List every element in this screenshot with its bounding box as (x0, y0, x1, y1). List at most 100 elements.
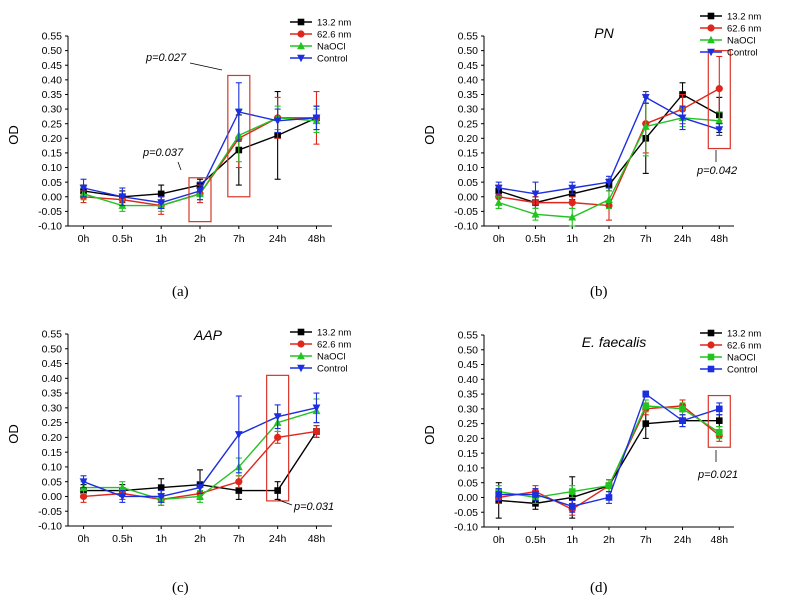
legend-marker (297, 328, 305, 336)
series-13-2-nm (495, 82, 723, 210)
y-tick-label: -0.05 (38, 206, 62, 218)
data-point (274, 433, 282, 441)
legend-marker (707, 353, 715, 361)
x-tick-label: 0h (78, 533, 90, 545)
y-tick-label: 0.30 (458, 104, 479, 116)
annotation-arrow (177, 161, 182, 171)
y-tick-label: 0.00 (458, 492, 479, 504)
y-tick-label: 0.45 (42, 60, 63, 72)
legend-label: Control (727, 48, 758, 59)
p-value-annotation: p=0.027 (145, 52, 187, 64)
highlight-box (707, 50, 731, 150)
data-point (196, 484, 204, 492)
y-tick-label: 0.50 (42, 45, 63, 57)
y-tick-label: 0.30 (42, 402, 63, 414)
y-tick-label: 0.10 (42, 462, 63, 474)
highlight-box (227, 74, 251, 198)
x-tick-label: 2h (194, 233, 206, 245)
data-point (679, 405, 686, 413)
legend-marker (707, 35, 715, 44)
chart-title: E. faecalis (582, 334, 647, 350)
data-point (715, 126, 724, 134)
legend-label: Control (317, 54, 348, 65)
data-point (494, 198, 503, 206)
data-point (118, 193, 127, 202)
x-tick-label: 7h (233, 233, 245, 245)
x-tick-label: 48h (308, 533, 326, 545)
x-tick-label: 1h (566, 233, 578, 245)
data-point (273, 413, 282, 422)
y-axis-label: OD (6, 424, 21, 444)
data-point (312, 404, 321, 413)
y-tick-label: 0.45 (458, 359, 479, 371)
y-tick-label: 0.50 (458, 344, 479, 356)
y-tick-label: -0.10 (38, 521, 62, 533)
p-value-annotation: p=0.037 (142, 147, 184, 159)
series-control (495, 390, 723, 513)
y-tick-label: -0.05 (454, 206, 478, 218)
x-tick-label: 24h (674, 233, 692, 245)
p-value-annotation: p=0.021 (697, 469, 738, 481)
legend-label: 62.6 nm (727, 24, 761, 35)
data-point (605, 178, 613, 187)
chart-panel-2: 0.55 0.50 0.45 0.40 0.35 0.30 0.25 0.20 0.15 0.10… (422, 12, 761, 246)
y-tick-label: 0.30 (42, 104, 63, 116)
data-point (196, 492, 204, 500)
panel-label-b: (b) (590, 284, 608, 300)
y-axis-label: OD (6, 125, 21, 145)
y-tick-label: -0.10 (454, 221, 478, 233)
y-tick-label: 0.45 (458, 60, 479, 72)
x-tick-label: 0h (78, 233, 90, 245)
data-point (642, 390, 650, 398)
x-tick-label: 7h (640, 233, 652, 245)
legend-marker (297, 54, 305, 63)
series-naocl (494, 96, 724, 227)
legend-marker (707, 48, 715, 57)
legend-label: 62.6 nm (317, 340, 351, 351)
data-point (312, 114, 321, 123)
data-point (715, 417, 723, 424)
data-point (642, 402, 650, 410)
x-tick-label: 7h (640, 534, 652, 546)
series-control (79, 392, 321, 503)
legend-marker (707, 365, 715, 373)
series-naocl (495, 399, 723, 504)
data-point (679, 417, 686, 424)
y-tick-label: 0.05 (42, 177, 63, 189)
x-tick-label: 0.5h (112, 233, 133, 245)
legend-marker (707, 329, 715, 337)
legend-marker (297, 18, 305, 26)
y-tick-label: 0.15 (42, 447, 63, 459)
data-point (235, 478, 243, 486)
y-tick-label: 0.55 (458, 31, 479, 43)
y-tick-label: 0.55 (458, 330, 479, 342)
data-point (274, 487, 281, 494)
data-point (678, 114, 687, 123)
series-control (79, 82, 321, 210)
legend-label: 13.2 nm (727, 329, 761, 340)
x-tick-label: 1h (155, 233, 167, 245)
data-point (715, 429, 723, 436)
y-tick-label: 0.00 (42, 491, 63, 503)
x-tick-label: 0.5h (525, 233, 546, 245)
y-tick-label: 0.40 (42, 74, 63, 86)
y-tick-label: 0.35 (42, 388, 63, 400)
legend-label: 13.2 nm (317, 328, 351, 339)
chart-title: PN (594, 25, 614, 41)
y-tick-label: 0.10 (458, 463, 479, 475)
chart-panel-3: 0.55 0.50 0.45 0.40 0.35 0.30 0.25 0.20 0.15 0.10… (6, 327, 351, 545)
y-tick-label: 0.20 (458, 133, 479, 145)
y-tick-label: -0.10 (38, 221, 62, 233)
y-tick-label: 0.15 (458, 448, 479, 460)
legend-label: NaOCl (727, 36, 756, 47)
y-tick-label: -0.05 (38, 506, 62, 518)
x-tick-label: 7h (233, 533, 245, 545)
x-tick-label: 0.5h (112, 533, 133, 545)
highlight-box (707, 394, 731, 448)
series-control (494, 90, 724, 207)
data-point (605, 494, 613, 501)
data-point (235, 487, 243, 494)
